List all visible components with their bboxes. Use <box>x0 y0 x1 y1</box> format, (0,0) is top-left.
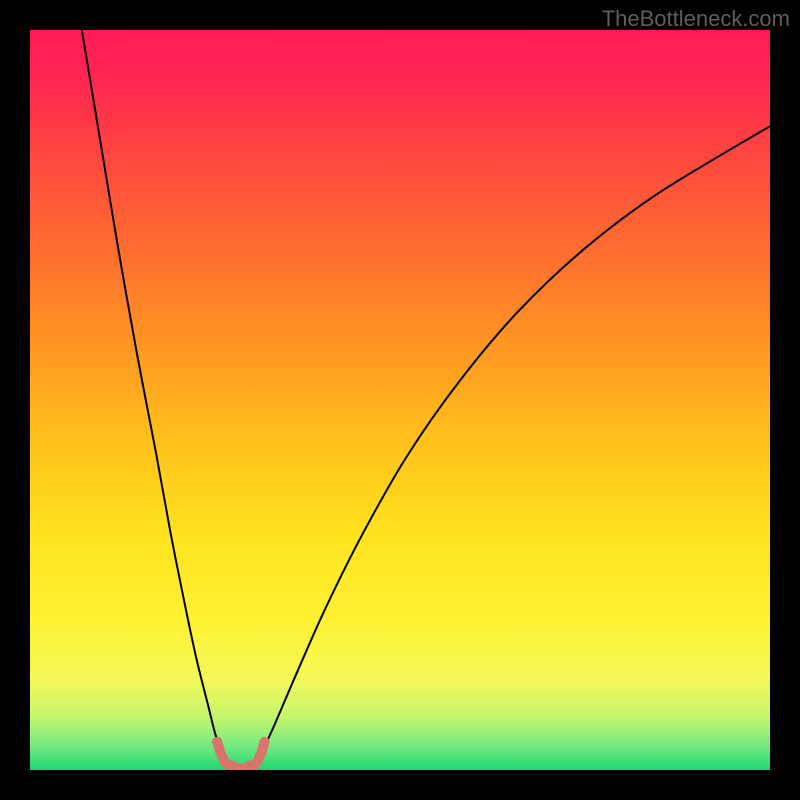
marker-dot <box>212 737 222 747</box>
chart-background <box>30 30 770 770</box>
plot-area <box>30 30 770 770</box>
marker-dot <box>260 737 270 747</box>
marker-dot <box>217 752 227 762</box>
marker-dot <box>254 752 264 762</box>
watermark-text: TheBottleneck.com <box>602 6 790 32</box>
chart-svg <box>30 30 770 770</box>
chart-stage: TheBottleneck.com <box>0 0 800 800</box>
